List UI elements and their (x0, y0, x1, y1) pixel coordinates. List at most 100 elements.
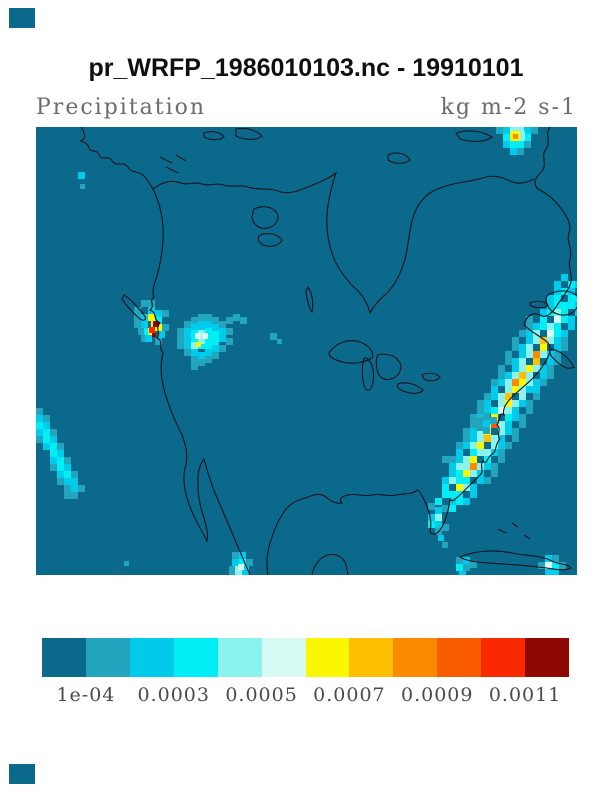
precip-cell (491, 442, 498, 449)
precip-cell (540, 379, 547, 386)
precip-cell (134, 321, 141, 328)
colorbar (42, 638, 570, 677)
precip-cell (232, 559, 239, 566)
colorbar-segment (85, 638, 130, 677)
precip-cell (533, 323, 540, 330)
precip-cell (568, 316, 575, 323)
coastline-path (311, 553, 349, 575)
colorbar-segment (481, 638, 526, 677)
precip-cell (212, 324, 219, 331)
precip-cell (533, 337, 540, 344)
precip-cell (490, 417, 497, 424)
colorbar-segment (261, 638, 306, 677)
precip-cell (470, 414, 477, 421)
precip-cell (50, 436, 57, 443)
precip-cell (526, 323, 533, 330)
precip-cell (456, 463, 463, 470)
precip-cell (547, 295, 554, 302)
precip-cell (547, 309, 554, 316)
precip-cell (554, 323, 561, 330)
precip-cell (533, 330, 540, 337)
precip-cell (64, 492, 71, 499)
precip-cell (463, 456, 470, 463)
precip-cell (512, 407, 519, 414)
precip-cell (463, 477, 470, 484)
precip-cell (476, 424, 483, 431)
precip-cell (153, 321, 159, 327)
precip-cell (505, 386, 512, 393)
colorbar-segment (173, 638, 218, 677)
precip-cell (36, 415, 43, 422)
precip-cell (435, 514, 442, 521)
precip-cell (148, 314, 155, 321)
precip-cell (561, 337, 568, 344)
precip-cell (205, 342, 212, 349)
precip-cell (483, 420, 490, 427)
precip-cell (526, 365, 533, 372)
precip-cell (438, 535, 444, 541)
precip-cell (239, 559, 246, 566)
precip-cell (540, 351, 547, 358)
precip-cell (205, 335, 212, 342)
precip-cell (519, 351, 526, 358)
precip-cell (540, 365, 547, 372)
precip-cell (50, 450, 57, 457)
precip-cell (64, 464, 71, 471)
precip-cell (552, 555, 559, 562)
precip-cell (477, 435, 484, 442)
precip-cell (477, 449, 484, 456)
map-panel (36, 127, 577, 575)
precip-cell (484, 435, 491, 442)
precip-cell (554, 344, 561, 351)
precip-cell (463, 428, 470, 435)
precip-cell (463, 564, 470, 571)
precip-cell (442, 542, 448, 548)
precip-cell (498, 456, 505, 463)
colorbar-segment (305, 638, 350, 677)
precip-cell (483, 413, 490, 420)
precip-cell (519, 344, 526, 351)
precip-cell (491, 421, 498, 428)
precip-cell (498, 365, 505, 372)
precip-cell (57, 464, 64, 471)
corner-mark-bottom (9, 764, 35, 784)
precip-cell (470, 442, 477, 449)
precip-cell (226, 328, 233, 335)
precip-cell (219, 321, 226, 328)
precip-cell (212, 345, 219, 352)
precip-cell (449, 456, 456, 463)
precip-cell (526, 316, 533, 323)
precip-cell (505, 379, 512, 386)
precip-cell (64, 457, 71, 464)
precip-cell (491, 393, 498, 400)
precip-cell (575, 295, 577, 302)
precip-cell (519, 414, 526, 421)
precip-cell (575, 281, 577, 288)
precip-cell (191, 330, 198, 337)
precip-cell (191, 363, 198, 370)
precip-cell (57, 457, 64, 464)
precip-cell (470, 449, 477, 456)
precip-cell (177, 335, 184, 342)
precip-cell (141, 321, 148, 328)
precip-cell (503, 127, 510, 134)
coastline-path (257, 233, 283, 247)
precip-cell (540, 323, 547, 330)
precip-cell (512, 386, 519, 393)
precip-cell (498, 372, 505, 379)
coastline-path (152, 171, 535, 315)
precip-cell (554, 281, 561, 288)
precip-cell (498, 428, 505, 435)
corner-mark-top (9, 8, 35, 28)
map-background (36, 127, 577, 575)
precip-cell (496, 127, 503, 134)
precip-cell (476, 417, 483, 424)
precip-cell (526, 344, 533, 351)
precip-cell (505, 400, 512, 407)
precip-cell (198, 352, 205, 359)
precip-cell (463, 463, 470, 470)
precip-cell (503, 134, 510, 141)
precip-cell (533, 351, 540, 358)
precip-cell (505, 393, 512, 400)
precip-cell (519, 393, 526, 400)
